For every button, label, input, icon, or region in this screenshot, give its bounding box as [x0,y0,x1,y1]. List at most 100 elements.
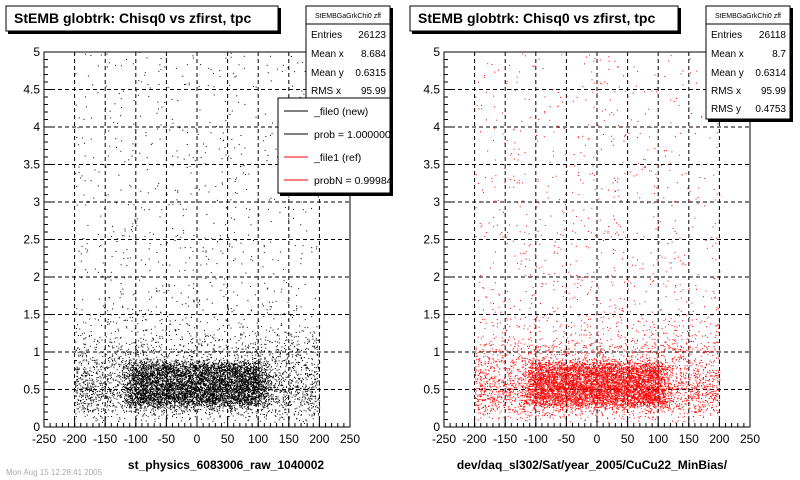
scatter-point [220,380,222,382]
scatter-point [180,396,182,398]
scatter-point [179,398,181,400]
scatter-point [291,382,292,384]
scatter-point [137,369,139,371]
scatter-point [264,384,266,386]
scatter-point [236,349,238,351]
scatter-point [240,333,242,335]
scatter-point [165,388,167,390]
scatter-point [254,386,256,388]
scatter-point [146,329,148,331]
scatter-point [296,309,298,311]
scatter-point [200,380,202,382]
scatter-point [144,406,146,408]
scatter-point [205,396,207,398]
scatter-point [177,390,179,392]
scatter-point [245,366,247,368]
scatter-point [185,385,187,386]
scatter-point [218,375,220,377]
scatter-point [274,401,276,403]
scatter-point [221,387,223,389]
scatter-point [102,373,104,375]
scatter-point [257,367,259,369]
scatter-point [95,349,97,351]
scatter-point [253,403,255,405]
scatter-point [219,386,221,387]
scatter-point [183,232,185,234]
scatter-point [258,369,260,371]
scatter-point [304,398,306,400]
scatter-point [134,367,136,369]
scatter-point [238,413,240,415]
scatter-point [206,385,208,387]
scatter-point [144,376,146,378]
scatter-point [272,394,274,396]
scatter-point [168,348,170,350]
scatter-point [175,385,177,387]
scatter-point [136,350,138,352]
scatter-point [192,387,194,389]
scatter-point [123,375,125,377]
scatter-point [235,192,237,194]
scatter-point [152,394,153,396]
scatter-point [183,370,185,372]
scatter-point [165,399,167,401]
scatter-point [224,395,226,397]
scatter-point [218,360,220,362]
scatter-point [135,346,136,347]
scatter-point [97,340,99,342]
scatter-point [109,371,111,373]
scatter-point [134,363,135,365]
scatter-point [263,373,265,375]
scatter-point [123,352,125,354]
scatter-point [146,357,148,359]
scatter-point [153,400,155,402]
scatter-point [86,243,88,245]
scatter-point [133,389,135,391]
scatter-point [260,380,261,381]
scatter-point [311,316,313,318]
scatter-point [105,166,107,168]
scatter-point [280,350,282,352]
scatter-point [218,392,220,394]
scatter-point [195,382,196,384]
scatter-point [285,340,287,342]
scatter-point [75,173,77,175]
scatter-point [205,401,207,403]
scatter-point [89,377,90,379]
scatter-point [241,406,243,408]
scatter-point [175,394,177,396]
scatter-point [127,366,129,368]
scatter-point [219,378,221,380]
scatter-point [156,252,158,253]
scatter-point [137,393,139,395]
scatter-point [177,190,179,192]
scatter-point [216,377,218,378]
scatter-point [178,413,180,415]
scatter-point [277,396,279,398]
scatter-point [136,371,138,373]
scatter-point [108,382,110,384]
scatter-point [162,367,164,368]
scatter-point [210,335,212,337]
scatter-point [105,378,107,380]
scatter-point [143,381,145,383]
scatter-point [234,402,236,404]
scatter-point [318,368,320,370]
scatter-point [237,375,238,377]
scatter-point [102,366,104,368]
scatter-point [238,381,240,383]
scatter-point [230,371,232,373]
scatter-point [200,395,201,397]
scatter-point [154,377,156,379]
scatter-point [175,370,177,372]
scatter-point [249,395,251,397]
scatter-point [137,394,139,396]
scatter-point [298,336,300,338]
scatter-point [205,409,207,411]
scatter-point [83,353,85,355]
scatter-point [194,367,196,368]
scatter-point [247,392,248,394]
scatter-point [80,354,81,356]
scatter-point [191,404,193,406]
scatter-point [193,373,195,375]
